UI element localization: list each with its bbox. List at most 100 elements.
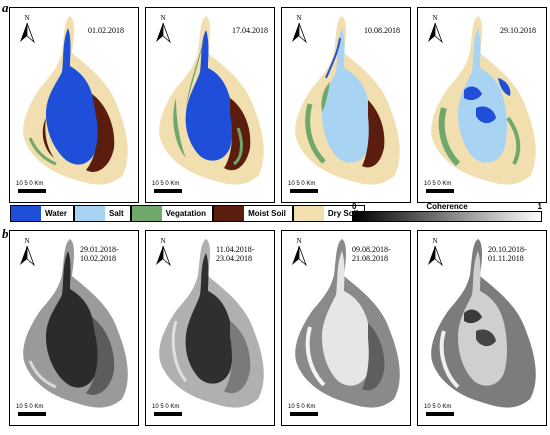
classification-map <box>159 16 264 185</box>
legend-label: Salt <box>108 209 124 218</box>
legend-swatch <box>293 206 324 221</box>
legend-swatch <box>74 206 105 221</box>
classification-map <box>23 16 128 185</box>
legend-swatch <box>11 206 41 221</box>
north-arrow-icon <box>292 22 307 44</box>
scale-bar: 10 5 0 Km <box>152 181 202 197</box>
north-arrow: N <box>426 237 444 267</box>
north-arrow-icon <box>156 245 171 267</box>
north-arrow-icon <box>20 245 35 267</box>
north-arrow: N <box>426 14 444 44</box>
scale-bar-graphic <box>154 189 182 193</box>
coherence-title: Coherence <box>426 202 468 211</box>
scale-bar: 10 5 0 Km <box>288 404 338 420</box>
date-line-2: 21.08.2018 <box>352 254 388 263</box>
date-line-2: 10.02.2018 <box>80 254 116 263</box>
coherence-min-label: 0 <box>352 202 357 211</box>
date-label: 20.10.2018- 01.11.2018 <box>488 245 527 263</box>
date-label: 10.08.2018 <box>364 26 400 35</box>
scale-bar-graphic <box>18 189 46 193</box>
coherence-colorbar: Coherence 0 1 <box>352 202 542 222</box>
date-line-1: 11.04.2018- <box>216 245 255 254</box>
scale-label: 10 5 0 Km <box>152 404 180 410</box>
class-legend: Water Salt Vegatation Moist Soil Dry Soi… <box>10 205 366 222</box>
north-arrow: N <box>154 237 172 267</box>
coherence-map <box>295 239 400 408</box>
date-label: 29.10.2018 <box>500 26 536 35</box>
row-b-letter: b <box>2 226 9 241</box>
north-arrow-icon <box>428 22 443 44</box>
date-line-1: 09.08.2018- <box>352 245 391 254</box>
legend-item-moist-soil: Moist Soil <box>213 205 293 222</box>
coherence-map <box>159 239 264 408</box>
classification-map-panel-1: N 01.02.2018 10 5 0 Km <box>9 7 139 203</box>
north-arrow: N <box>18 237 36 267</box>
date-line-2: 01.11.2018 <box>488 254 524 263</box>
legend-label: Moist Soil <box>248 209 286 218</box>
north-label: N <box>432 237 438 245</box>
scale-bar-graphic <box>18 412 46 416</box>
scale-bar-graphic <box>426 412 454 416</box>
classification-map-panel-4: N 29.10.2018 10 5 0 Km <box>417 7 547 203</box>
coherence-map-panel-3: N 09.08.2018- 21.08.2018 10 5 0 Km <box>281 230 411 426</box>
coherence-map-panel-1: N 29.01.2018- 10.02.2018 10 5 0 Km <box>9 230 139 426</box>
north-label: N <box>160 237 166 245</box>
coherence-map-panel-2: N 11.04.2018- 23.04.2018 10 5 0 Km <box>145 230 275 426</box>
date-line-1: 29.01.2018- <box>80 245 119 254</box>
scale-bar: 10 5 0 Km <box>424 404 474 420</box>
north-arrow-icon <box>20 22 35 44</box>
classification-map <box>431 16 536 185</box>
scale-bar-graphic <box>426 189 454 193</box>
date-line-2: 23.04.2018 <box>216 254 252 263</box>
date-line-1: 20.10.2018- <box>488 245 527 254</box>
legend-swatch <box>131 206 162 221</box>
north-arrow: N <box>290 14 308 44</box>
scale-label: 10 5 0 Km <box>16 404 44 410</box>
scale-bar: 10 5 0 Km <box>16 404 66 420</box>
north-label: N <box>24 14 30 22</box>
north-arrow: N <box>18 14 36 44</box>
coherence-max-label: 1 <box>537 202 542 211</box>
scale-label: 10 5 0 Km <box>152 181 180 187</box>
scale-label: 10 5 0 Km <box>288 181 316 187</box>
scale-label: 10 5 0 Km <box>16 181 44 187</box>
north-arrow: N <box>154 14 172 44</box>
north-label: N <box>432 14 438 22</box>
coherence-map <box>431 239 536 408</box>
scale-bar: 10 5 0 Km <box>424 181 474 197</box>
legend-label: Water <box>45 209 67 218</box>
legend-item-salt: Salt <box>73 205 131 222</box>
scale-label: 10 5 0 Km <box>424 404 452 410</box>
scale-label: 10 5 0 Km <box>424 181 452 187</box>
north-arrow-icon <box>428 245 443 267</box>
scale-bar-graphic <box>290 412 318 416</box>
scale-bar-graphic <box>154 412 182 416</box>
date-label: 09.08.2018- 21.08.2018 <box>352 245 391 263</box>
classification-map-panel-2: N 17.04.2018 10 5 0 Km <box>145 7 275 203</box>
coherence-map-panel-4: N 20.10.2018- 01.11.2018 10 5 0 Km <box>417 230 547 426</box>
date-label: 29.01.2018- 10.02.2018 <box>80 245 119 263</box>
north-label: N <box>24 237 30 245</box>
legend-label: Dry Soil <box>327 209 359 218</box>
date-label: 01.02.2018 <box>88 26 124 35</box>
legend-swatch <box>214 206 245 221</box>
scale-bar: 10 5 0 Km <box>16 181 66 197</box>
coherence-gradient <box>352 211 542 222</box>
classification-map <box>295 16 400 185</box>
north-label: N <box>160 14 166 22</box>
classification-map-panel-3: N 10.08.2018 10 5 0 Km <box>281 7 411 203</box>
north-label: N <box>296 14 302 22</box>
scale-bar: 10 5 0 Km <box>152 404 202 420</box>
coherence-map <box>23 239 128 408</box>
scale-label: 10 5 0 Km <box>288 404 316 410</box>
legend-item-vegetation: Vegatation <box>130 205 214 222</box>
date-label: 11.04.2018- 23.04.2018 <box>216 245 254 263</box>
north-arrow: N <box>290 237 308 267</box>
row-a-letter: a <box>2 0 9 15</box>
date-label: 17.04.2018 <box>232 26 268 35</box>
legend-label: Vegatation <box>165 209 207 218</box>
legend-item-water: Water <box>10 205 74 222</box>
north-arrow-icon <box>292 245 307 267</box>
scale-bar: 10 5 0 Km <box>288 181 338 197</box>
north-arrow-icon <box>156 22 171 44</box>
